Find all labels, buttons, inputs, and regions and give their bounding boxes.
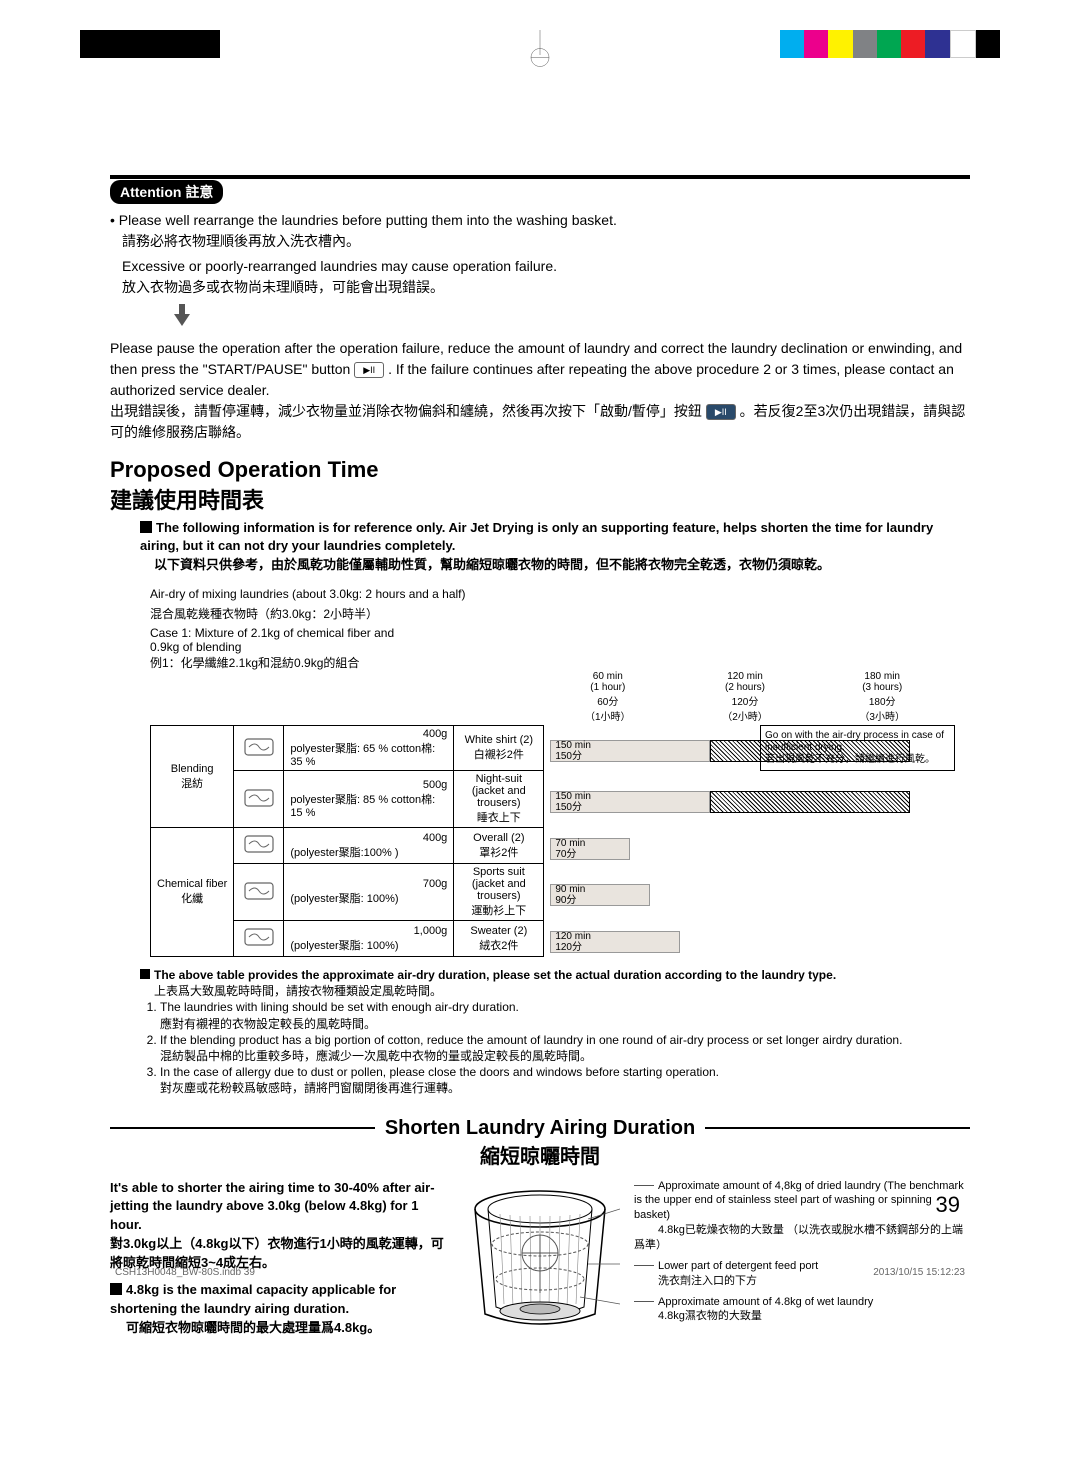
proposed-note-cn: 以下資料只供參考，由於風乾功能僅屬輔助性質，幫助縮短晾曬衣物的時間，但不能將衣物… bbox=[154, 554, 970, 573]
proposed-title-en: Proposed Operation Time bbox=[110, 457, 970, 483]
attn-after-arrow-en: Please pause the operation after the ope… bbox=[110, 338, 970, 401]
note-item: In the case of allergy due to dust or po… bbox=[160, 1064, 970, 1096]
shorten-title-en: Shorten Laundry Airing Duration bbox=[385, 1117, 695, 1140]
note-item: The laundries with lining should be set … bbox=[160, 999, 970, 1031]
basket-callout: Approximate amount of 4.8kg of wet laund… bbox=[634, 1295, 970, 1325]
start-pause-button-icon-cn: ▶II bbox=[706, 404, 736, 420]
note-box-en: Go on with the air-dry process in case o… bbox=[765, 730, 950, 754]
airdry-row: 500gpolyester聚脂: 85 % cotton棉: 15 %Night… bbox=[151, 771, 924, 828]
airdry-row: 700g(polyester聚脂: 100%)Sports suit (jack… bbox=[151, 864, 924, 921]
time-label: 60 min(1 hour)60分（1小時） bbox=[585, 671, 631, 723]
time-scale: 60 min(1 hour)60分（1小時） 120 min(2 hours)12… bbox=[585, 671, 905, 723]
shorten-left: It's able to shorter the airing time to … bbox=[110, 1179, 446, 1342]
start-pause-button-icon: ▶II bbox=[354, 362, 384, 378]
airdry-row: 1,000g(polyester聚脂: 100%)Sweater (2)絨衣2件… bbox=[151, 921, 924, 957]
proposed-title-cn: 建議使用時間表 bbox=[110, 483, 970, 515]
crop-mark-top bbox=[520, 30, 560, 70]
shorten-left-2-en: 4.8kg is the maximal capacity applicable… bbox=[110, 1282, 396, 1316]
chart-case-cn: 例1：化學纖維2.1kg和混紡0.9kg的組合 bbox=[150, 654, 410, 671]
airdry-chart: Air-dry of mixing laundries (about 3.0kg… bbox=[150, 587, 970, 957]
chart-head-en: Air-dry of mixing laundries (about 3.0kg… bbox=[150, 587, 970, 601]
attn-line2-en: Excessive or poorly-rearranged laundries… bbox=[122, 256, 970, 277]
footer-right: 2013/10/15 15:12:23 bbox=[873, 1267, 965, 1278]
arrow-down-icon bbox=[170, 304, 970, 332]
basket-callout: Approximate amount of 4,8kg of dried lau… bbox=[634, 1179, 970, 1253]
registration-bar-colors bbox=[780, 30, 1000, 58]
page-number: 39 bbox=[936, 1192, 960, 1218]
note-item: If the blending product has a big portio… bbox=[160, 1032, 970, 1064]
attention-badge: Attention 註意 bbox=[110, 180, 223, 204]
crop-mark-bottom bbox=[520, 1233, 560, 1298]
shorten-title-cn: 縮短晾曬時間 bbox=[110, 1140, 970, 1169]
registration-bar-black bbox=[80, 30, 220, 58]
proposed-note-en: The following information is for referen… bbox=[140, 519, 970, 554]
attn-after-arrow-cn: 出現錯誤後，請暫停運轉，減少衣物量並消除衣物偏斜和纏繞，然後再次按下「啟動/暫停… bbox=[110, 401, 970, 443]
time-label: 180 min(3 hours)180分（3小時） bbox=[859, 671, 905, 723]
attn-line1-en: • Please well rearrange the laundries be… bbox=[110, 210, 970, 231]
airdry-row: Chemical fiber化纖400g(polyester聚脂:100% )O… bbox=[151, 828, 924, 864]
chart-note-box: Go on with the air-dry process in case o… bbox=[760, 725, 955, 771]
attn-line2-cn: 放入衣物過多或衣物尚未理順時，可能會出現錯誤。 bbox=[122, 277, 970, 298]
shorten-right: Approximate amount of 4,8kg of dried lau… bbox=[634, 1179, 970, 1342]
bullet-main-cn: 上表爲大致風乾時時間，請按衣物種類設定風乾時間。 bbox=[154, 983, 970, 999]
shorten-left-2-cn: 可縮短衣物晾曬時間的最大處理量爲4.8kg。 bbox=[126, 1319, 446, 1338]
proposed-note-en-text: The following information is for referen… bbox=[140, 520, 933, 553]
chart-case-en: Case 1: Mixture of 2.1kg of chemical fib… bbox=[150, 626, 410, 654]
shorten-section: Shorten Laundry Airing Duration 縮短晾曬時間 I… bbox=[110, 1117, 970, 1342]
top-rule bbox=[110, 175, 970, 179]
attn-after-cn-1: 出現錯誤後，請暫停運轉，減少衣物量並消除衣物偏斜和纏繞，然後再次按下「啟動/暫停… bbox=[110, 403, 706, 419]
bullet-main-en: The above table provides the approximate… bbox=[154, 968, 836, 982]
attention-body: • Please well rearrange the laundries be… bbox=[110, 210, 970, 443]
chart-head-cn: 混合風乾幾種衣物時（約3.0kg：2小時半） bbox=[150, 605, 970, 622]
note-box-cn: 若出現風乾不充分，請繼續進行風乾。 bbox=[765, 754, 950, 766]
time-label: 120 min(2 hours)120分（2小時） bbox=[722, 671, 768, 723]
footer-left: CSH13H0048_BW-80S.indb 39 bbox=[115, 1267, 255, 1278]
notes-list: The above table provides the approximate… bbox=[140, 967, 970, 1097]
attn-line1-cn: 請務必將衣物理順後再放入洗衣槽內。 bbox=[122, 231, 970, 252]
shorten-left-1-en: It's able to shorter the airing time to … bbox=[110, 1179, 446, 1236]
